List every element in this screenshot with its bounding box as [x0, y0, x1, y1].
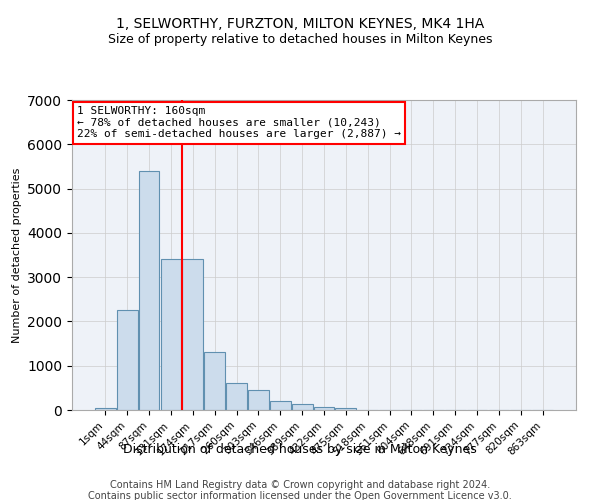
Bar	[139, 171, 160, 410]
Text: Contains HM Land Registry data © Crown copyright and database right 2024.: Contains HM Land Registry data © Crown c…	[110, 480, 490, 490]
Bar	[314, 408, 334, 410]
Text: Size of property relative to detached houses in Milton Keynes: Size of property relative to detached ho…	[108, 32, 492, 46]
Bar	[204, 352, 225, 410]
Bar	[161, 260, 181, 410]
Bar	[292, 404, 313, 410]
Bar	[95, 408, 116, 410]
Text: 1 SELWORTHY: 160sqm
← 78% of detached houses are smaller (10,243)
22% of semi-de: 1 SELWORTHY: 160sqm ← 78% of detached ho…	[77, 106, 401, 140]
Bar	[270, 401, 290, 410]
Text: Contains public sector information licensed under the Open Government Licence v3: Contains public sector information licen…	[88, 491, 512, 500]
Bar	[117, 310, 137, 410]
Bar	[226, 384, 247, 410]
Text: Distribution of detached houses by size in Milton Keynes: Distribution of detached houses by size …	[123, 442, 477, 456]
Y-axis label: Number of detached properties: Number of detached properties	[11, 168, 22, 342]
Bar	[335, 408, 356, 410]
Bar	[248, 390, 269, 410]
Text: 1, SELWORTHY, FURZTON, MILTON KEYNES, MK4 1HA: 1, SELWORTHY, FURZTON, MILTON KEYNES, MK…	[116, 18, 484, 32]
Bar	[182, 260, 203, 410]
